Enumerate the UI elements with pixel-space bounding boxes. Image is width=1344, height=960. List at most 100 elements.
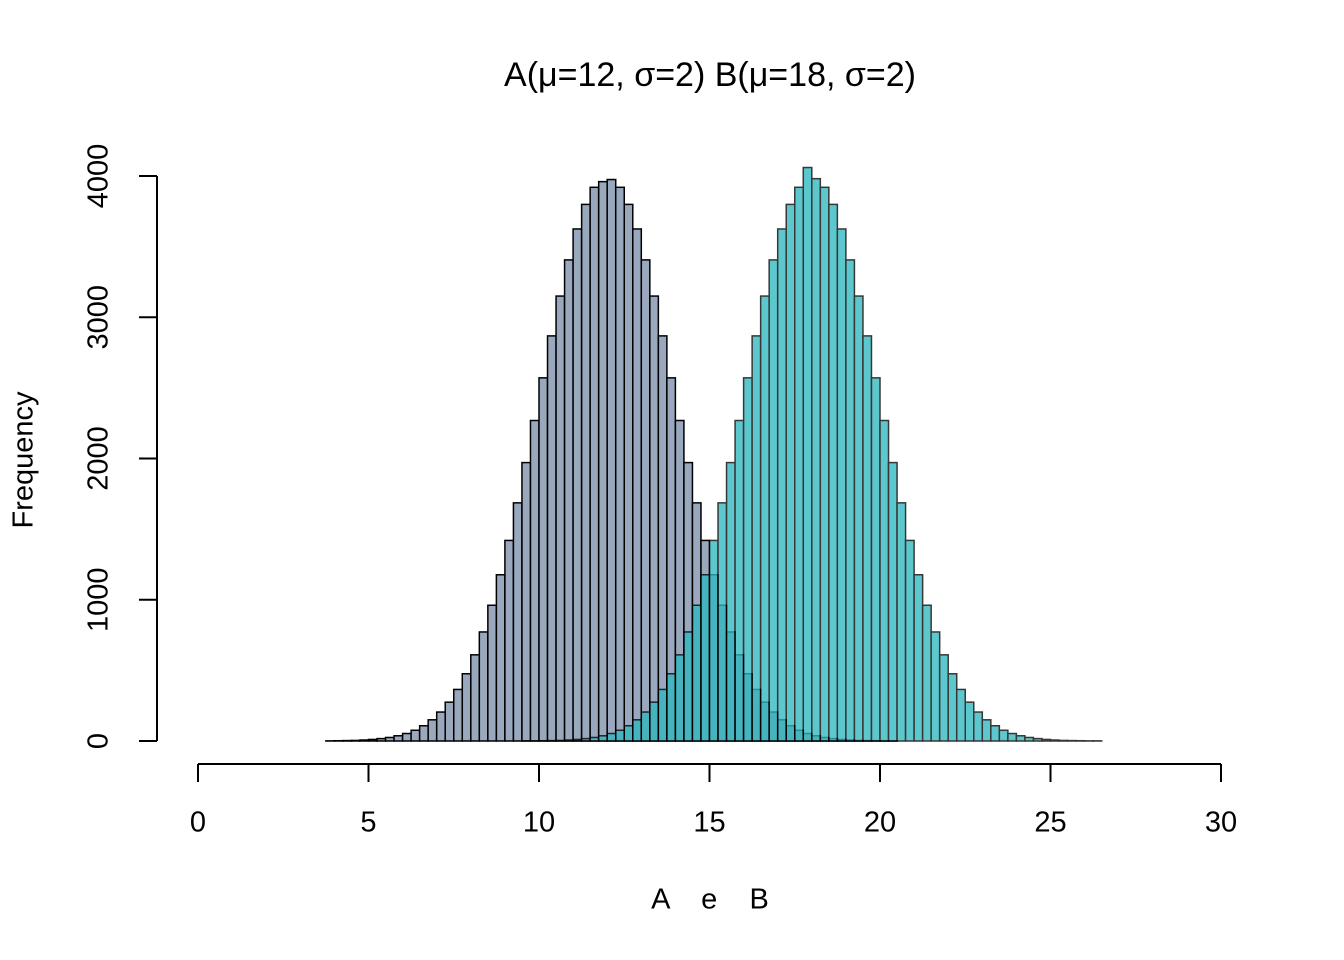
- bar: [904, 539, 915, 742]
- bar: [589, 736, 600, 742]
- bar: [700, 573, 711, 742]
- bar: [845, 259, 856, 742]
- bar: [862, 335, 873, 742]
- bar: [444, 701, 455, 742]
- bar: [572, 738, 583, 742]
- bar: [1024, 736, 1035, 742]
- bar: [367, 738, 378, 742]
- bar: [640, 259, 651, 742]
- bar: [717, 502, 728, 742]
- bar: [998, 729, 1009, 742]
- bar: [913, 573, 924, 742]
- bar: [649, 295, 660, 742]
- bar: [1058, 739, 1069, 742]
- bar: [776, 228, 787, 742]
- bar: [435, 711, 446, 742]
- bar: [896, 502, 907, 742]
- bar: [632, 228, 643, 742]
- bar: [981, 719, 992, 742]
- histogram-series: [521, 166, 1103, 742]
- axes: 0 5 10 15 20 25 30 0 1000 2000 3000 4000: [83, 144, 1237, 839]
- bar: [470, 654, 481, 742]
- bar: [393, 735, 404, 742]
- bar: [666, 673, 677, 742]
- bar: [768, 259, 779, 742]
- bar: [742, 377, 753, 742]
- bar: [453, 688, 464, 742]
- bar: [691, 604, 702, 742]
- x-tick-label: 0: [190, 807, 206, 839]
- bar: [819, 186, 830, 742]
- y-tick-label: 0: [83, 733, 115, 749]
- bar: [623, 203, 634, 742]
- bar: [614, 186, 625, 742]
- bars: [325, 166, 1103, 742]
- bar: [990, 724, 1001, 742]
- bar: [546, 335, 557, 742]
- x-tick-label: 10: [523, 807, 555, 839]
- bar: [853, 295, 864, 742]
- x-axis-label: A e B: [651, 884, 769, 916]
- bar: [870, 377, 881, 742]
- bar: [580, 203, 591, 742]
- bar: [418, 724, 429, 742]
- bar: [529, 419, 540, 742]
- bar: [1015, 735, 1026, 742]
- bar: [955, 688, 966, 742]
- bar: [879, 419, 890, 742]
- bar: [632, 719, 643, 742]
- bar: [606, 732, 617, 742]
- x-tick-label: 30: [1205, 807, 1237, 839]
- bar: [555, 739, 566, 742]
- bar: [828, 203, 839, 742]
- bar: [1049, 739, 1060, 742]
- bar: [384, 736, 395, 742]
- bar: [964, 701, 975, 742]
- bar: [708, 539, 719, 742]
- bar: [640, 711, 651, 742]
- bar: [478, 631, 489, 742]
- bar: [623, 724, 634, 742]
- bar: [887, 461, 898, 742]
- bar: [683, 631, 694, 742]
- y-tick-label: 2000: [83, 426, 115, 491]
- bar: [512, 502, 523, 742]
- bar: [555, 295, 566, 742]
- x-tick-label: 25: [1034, 807, 1066, 839]
- bar: [521, 461, 532, 742]
- bar: [657, 335, 668, 742]
- bar: [725, 461, 736, 742]
- bar: [410, 729, 421, 742]
- bar: [1041, 738, 1052, 742]
- bar: [811, 177, 822, 742]
- bar: [973, 711, 984, 742]
- bar: [734, 419, 745, 742]
- chart-title: A(μ=12, σ=2) B(μ=18, σ=2): [504, 56, 916, 94]
- bar: [597, 180, 608, 742]
- bar: [802, 166, 813, 742]
- bar: [461, 673, 472, 742]
- bar: [572, 228, 583, 742]
- bar: [376, 737, 387, 742]
- bar: [938, 654, 949, 742]
- x-tick-label: 15: [693, 807, 725, 839]
- y-axis-label: Frequency: [8, 391, 40, 529]
- bar: [504, 539, 515, 742]
- y-tick-label: 4000: [83, 144, 115, 209]
- y-tick-label: 1000: [83, 567, 115, 632]
- bar: [563, 259, 574, 742]
- bar: [401, 732, 412, 742]
- bar: [930, 631, 941, 742]
- bar: [427, 719, 438, 742]
- bar: [649, 701, 660, 742]
- bar: [487, 604, 498, 742]
- bar: [495, 573, 506, 742]
- bar: [751, 335, 762, 742]
- x-tick-label: 5: [360, 807, 376, 839]
- x-tick-label: 20: [864, 807, 896, 839]
- bar: [674, 654, 685, 742]
- bar: [794, 186, 805, 742]
- y-tick-label: 3000: [83, 285, 115, 350]
- bar: [538, 377, 549, 742]
